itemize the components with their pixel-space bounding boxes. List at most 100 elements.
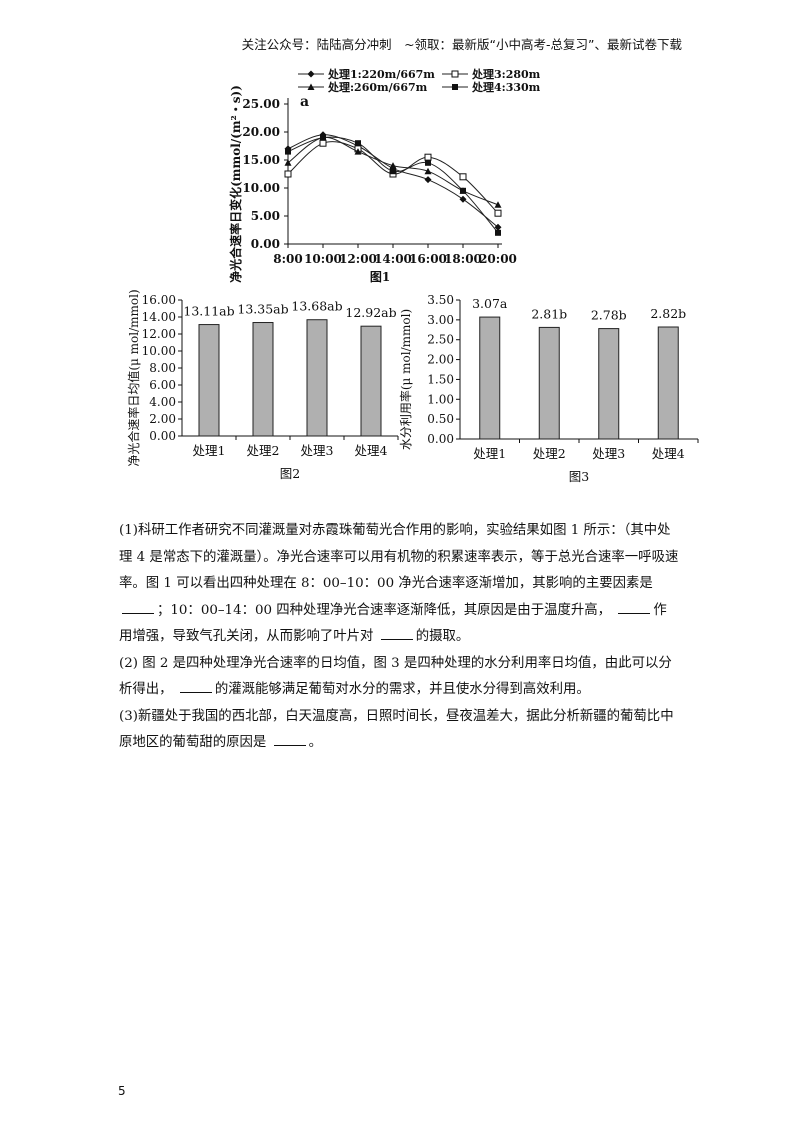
answer-blank-2[interactable] [618, 599, 651, 614]
y-axis-label: 水分利用率(μ mol/mmol) [398, 309, 413, 450]
x-tick-label: 处理1 [193, 443, 226, 458]
y-tick-label: 2.00 [427, 353, 454, 367]
figure-2-bar-chart: 16.00 14.00 12.00 10.00 8.00 6.00 4.00 2.00 0.00… [126, 289, 399, 481]
legend-marker [307, 83, 315, 90]
x-tick-label: 处理2 [247, 443, 280, 458]
q1-text-b: ；10：00–14：00 四种处理净光合速率逐渐降低，其原因是由于温度升高， [157, 602, 612, 618]
x-tick-label: 20:00 [479, 252, 517, 266]
bar-data-label: 2.78b [591, 308, 627, 323]
y-tick-label: 1.00 [427, 392, 454, 406]
x-tick-label: 18:00 [444, 252, 482, 266]
y-tick-label: 0.00 [149, 429, 176, 443]
page-number: 5 [118, 1084, 126, 1098]
bar-data-label: 13.68ab [291, 299, 342, 314]
y-tick-label: 5.00 [251, 209, 280, 223]
legend-marker [307, 70, 315, 78]
legend-marker [452, 84, 458, 90]
bar-data-label: 13.11ab [183, 304, 234, 319]
y-tick-label: 20.00 [242, 125, 280, 139]
data-point [494, 201, 502, 208]
figure-title: 图2 [280, 466, 300, 481]
answer-blank-1[interactable] [122, 599, 154, 614]
bar-data-label: 12.92ab [345, 305, 396, 320]
figure-1-line-chart: 25.00 20.00 15.00 10.00 5.00 0.008:00 10:0012:… [228, 67, 540, 284]
data-point [424, 153, 432, 161]
x-tick-label: 处理3 [592, 446, 625, 461]
x-tick-label: 8:00 [273, 252, 302, 266]
data-point [460, 187, 466, 194]
bar [252, 322, 274, 437]
series-line [287, 136, 499, 234]
bar-data-label: 2.82b [650, 306, 686, 321]
y-tick-label: 4.00 [149, 395, 176, 409]
answer-blank-3[interactable] [380, 625, 413, 640]
question-part-2: (2) 图 2 是四种处理净光合速率的日均值，图 3 是四种处理的水分利用率日均… [119, 651, 679, 704]
figure-title: 图1 [370, 270, 390, 284]
x-tick-label: 处理2 [533, 446, 566, 461]
legend-label: 处理3:280m/667m [471, 67, 540, 81]
q3-text-b: 。 [308, 735, 322, 750]
y-tick-label: 25.00 [242, 97, 280, 111]
bar-data-label: 2.81b [531, 306, 567, 321]
figure-3-bar-chart: 3.50 3.00 2.50 2.00 1.50 1.00 0.50 0.00 3.07a 处理1… [398, 293, 699, 484]
x-tick-label: 处理1 [473, 446, 506, 461]
y-tick-label: 10.00 [242, 181, 280, 195]
legend-label: 处理4:330m/667m [471, 80, 540, 94]
x-tick-label: 16:00 [409, 252, 447, 266]
bar [479, 316, 501, 440]
data-point [424, 176, 432, 184]
q1-text-a: (1)科研工作者研究不同灌溉量对赤霞珠葡萄光合作用的影响，实验结果如图 1 所示… [119, 523, 679, 591]
data-point [284, 170, 292, 178]
page-header: 关注公众号：陆陆高分冲刺 ~领取：最新版“小中高考-总复习”、最新试卷下载 [241, 37, 682, 52]
bar [198, 324, 220, 437]
data-point [494, 209, 502, 217]
data-point [390, 168, 396, 175]
x-tick-label: 处理3 [301, 443, 334, 458]
data-point [459, 173, 467, 181]
data-point [355, 140, 361, 147]
y-tick-label: 2.50 [427, 333, 454, 347]
panel-label: a [300, 94, 309, 110]
bar [360, 325, 382, 437]
question-part-1: (1)科研工作者研究不同灌溉量对赤霞珠葡萄光合作用的影响，实验结果如图 1 所示… [119, 518, 679, 651]
legend-label: 处理1:220m/667m [327, 67, 435, 81]
data-point [494, 223, 502, 231]
data-point [354, 148, 362, 155]
q2-text-a: (2) 图 2 是四种处理净光合速率的日均值，图 3 是四种处理的水分利用率日均… [119, 655, 672, 698]
bar [538, 326, 560, 440]
y-tick-label: 0.50 [427, 412, 454, 426]
q1-text-d: 的摄取。 [415, 629, 470, 644]
figure-title: 图3 [569, 469, 590, 484]
answer-blank-5[interactable] [273, 731, 306, 746]
q3-text-a: (3)新疆处于我国的西北部，白天温度高，日照时间长，昼夜温差大，据此分析新疆的葡… [119, 708, 674, 751]
y-tick-label: 8.00 [149, 361, 176, 375]
x-tick-label: 10:00 [304, 252, 342, 266]
legend-marker [451, 70, 459, 78]
bar-data-label: 3.07a [472, 296, 508, 311]
question-part-3: (3)新疆处于我国的西北部，白天温度高，日照时间长，昼夜温差大，据此分析新疆的葡… [119, 704, 679, 757]
y-axis-label: 净光合速率日变化(mmol/(m²・s)) [228, 85, 243, 283]
bar [657, 326, 679, 440]
y-tick-label: 3.00 [427, 313, 454, 327]
y-tick-label: 0.00 [427, 432, 454, 446]
x-tick-label: 处理4 [355, 443, 388, 458]
y-tick-label: 2.00 [149, 412, 176, 426]
bar [598, 328, 620, 440]
bar-data-label: 13.35ab [237, 302, 288, 317]
x-tick-label: 12:00 [339, 252, 377, 266]
bar [306, 319, 328, 437]
answer-blank-4[interactable] [179, 678, 212, 693]
y-tick-label: 3.50 [427, 293, 454, 307]
y-tick-label: 12.00 [142, 327, 176, 341]
data-point [425, 159, 431, 166]
data-point [284, 159, 292, 166]
y-tick-label: 10.00 [142, 344, 176, 358]
q2-text-b: 的灌溉能够满足葡萄对水分的需求，并且使水分得到高效利用。 [214, 682, 590, 697]
x-tick-label: 14:00 [374, 252, 412, 266]
data-point [285, 148, 291, 155]
legend-label: 处理:260m/667m [327, 80, 428, 94]
data-point [424, 167, 432, 175]
y-tick-label: 16.00 [142, 293, 176, 307]
y-tick-label: 14.00 [142, 310, 176, 324]
y-tick-label: 15.00 [242, 153, 280, 167]
